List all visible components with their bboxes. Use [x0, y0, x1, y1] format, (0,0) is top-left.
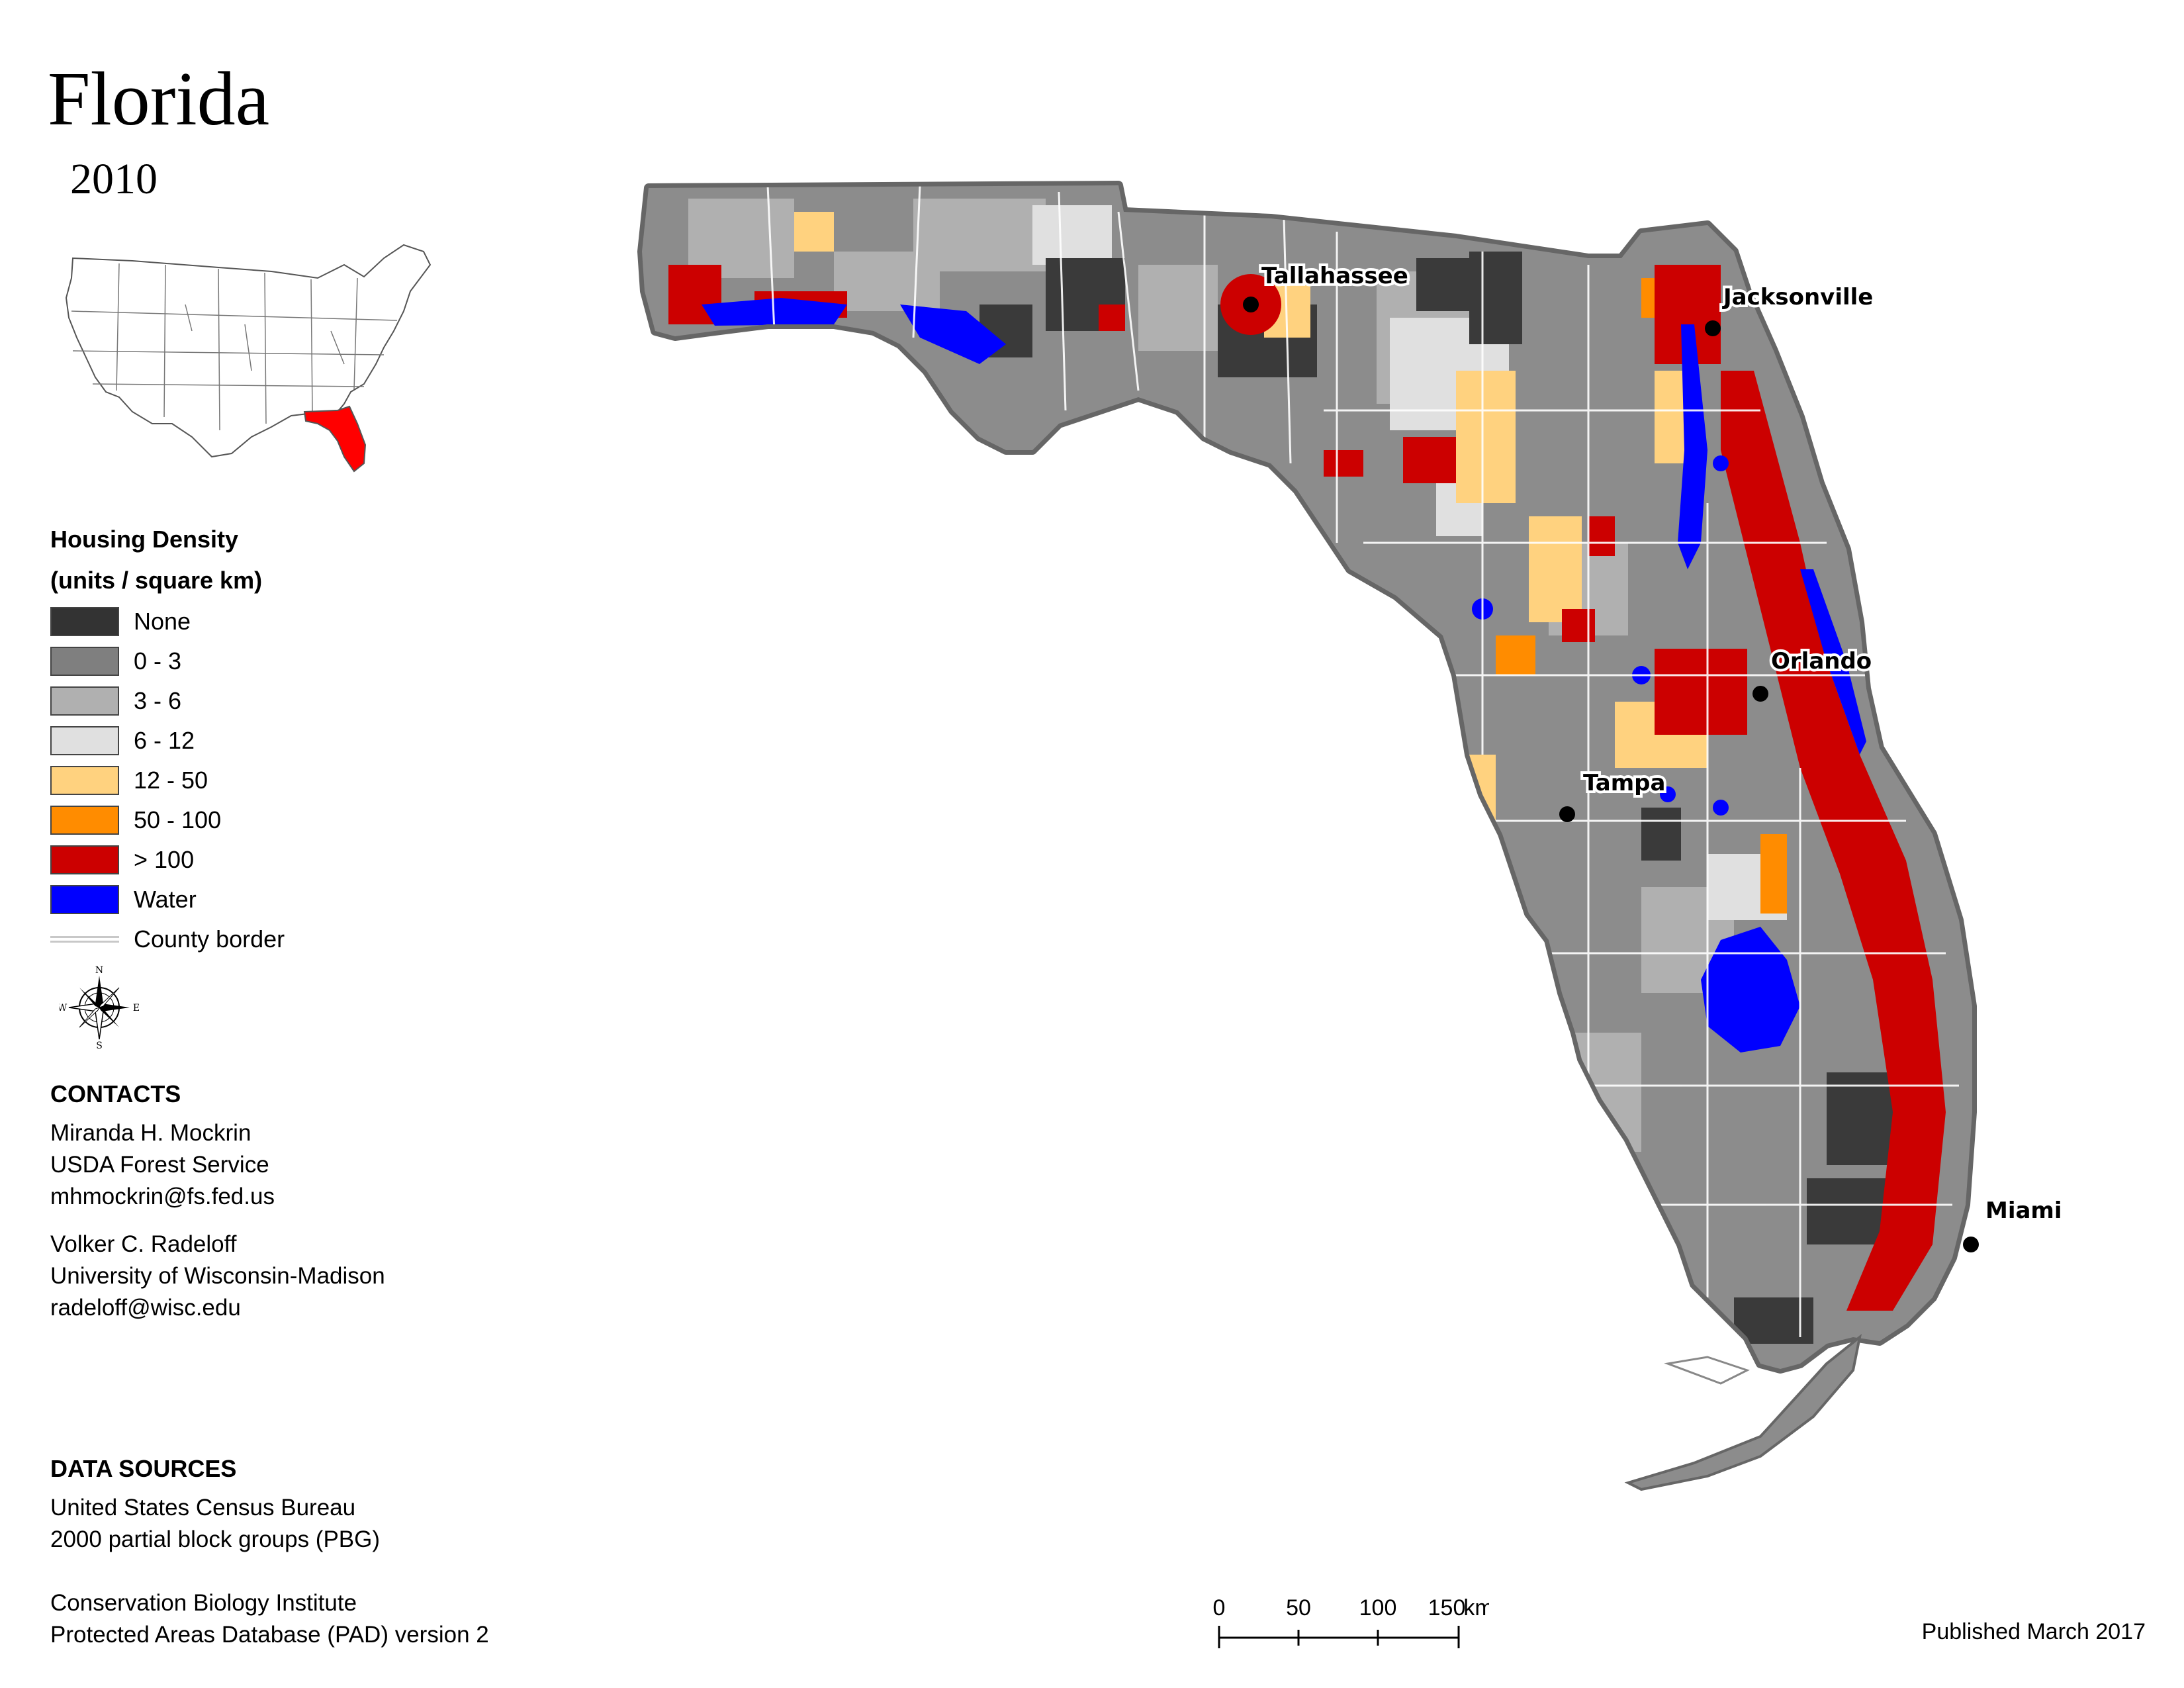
contact-email: mhmockrin@fs.fed.us [50, 1184, 275, 1209]
legend-label: Water [134, 886, 197, 913]
legend-item-50-100: 50 - 100 [50, 805, 221, 835]
compass-s: S [96, 1041, 103, 1049]
legend-label: 12 - 50 [134, 767, 208, 794]
legend-title-line1: Housing Density [50, 526, 239, 553]
compass-n: N [95, 965, 103, 976]
legend-item-6-12: 6 - 12 [50, 726, 195, 756]
legend-swatch [50, 647, 119, 676]
legend-swatch [50, 766, 119, 795]
data-source-line: Conservation Biology Institute [50, 1590, 357, 1616]
city-label: Jacksonville [1722, 284, 1873, 310]
contacts-heading: CONTACTS [50, 1080, 181, 1107]
fl-bay-islands [1664, 1356, 1750, 1385]
contact-person-1: Miranda H. Mockrin USDA Forest Service m… [50, 1117, 275, 1213]
scale-tick-label: 100 [1359, 1595, 1397, 1620]
legend-swatch [50, 686, 119, 716]
compass-e: E [133, 1003, 139, 1013]
legend-swatch [50, 726, 119, 755]
city-marker-orlando: Orlando [1752, 645, 1874, 702]
map-title: Florida [48, 57, 270, 142]
legend-label: None [134, 608, 191, 635]
florida-highlight [303, 405, 367, 473]
data-source-line: United States Census Bureau [50, 1495, 356, 1521]
map-year: 2010 [70, 155, 158, 203]
contact-org: University of Wisconsin-Madison [50, 1263, 385, 1289]
legend-title: Housing Density (units / square km) [50, 519, 262, 601]
legend-swatch [50, 845, 119, 874]
florida-keys [1624, 1334, 1862, 1491]
us-inset-map [65, 244, 432, 473]
compass-rose-icon: N S W E [60, 965, 139, 1049]
legend-item-over-100: > 100 [50, 845, 194, 875]
contact-person-2: Volker C. Radeloff University of Wiscons… [50, 1229, 385, 1324]
compass-w: W [60, 1003, 68, 1013]
city-marker-jacksonville: Jacksonville [1705, 281, 1876, 336]
legend-item-water: Water [50, 884, 197, 915]
county-border-swatch [50, 936, 119, 943]
legend-swatch [50, 806, 119, 835]
city-label: Miami [1985, 1197, 2062, 1224]
florida-housing-density-map: Tallahassee Jacksonville Orlando Tampa M… [637, 181, 2065, 1491]
contact-email: radeloff@wisc.edu [50, 1295, 241, 1321]
scale-bar: 0 50 100 150 km [1213, 1595, 1489, 1648]
scale-tick-label: 50 [1286, 1595, 1311, 1620]
legend-item-3-6: 3 - 6 [50, 686, 181, 716]
data-sources-heading: DATA SOURCES [50, 1455, 237, 1482]
contact-org: USDA Forest Service [50, 1152, 269, 1178]
scale-unit: km [1463, 1595, 1489, 1620]
city-marker-tampa: Tampa [1559, 767, 1668, 822]
legend-label: 3 - 6 [134, 687, 182, 714]
legend-item-0-3: 0 - 3 [50, 646, 181, 677]
legend-swatch [50, 607, 119, 636]
data-source-line: Protected Areas Database (PAD) version 2 [50, 1622, 489, 1648]
legend-label: County border [134, 925, 285, 953]
city-marker-tallahassee: Tallahassee [1243, 260, 1411, 312]
city-marker-miami: Miami [1963, 1195, 2065, 1252]
contact-name: Miranda H. Mockrin [50, 1120, 251, 1146]
city-label: Orlando [1771, 648, 1872, 675]
legend-item-none: None [50, 606, 191, 637]
published-date: Published March 2017 [1921, 1619, 2146, 1644]
city-label: Tallahassee [1261, 263, 1408, 289]
legend-label: 50 - 100 [134, 806, 222, 833]
legend-label: 6 - 12 [134, 727, 195, 754]
data-source-2: Conservation Biology Institute Protected… [50, 1587, 489, 1651]
scale-tick-label: 0 [1213, 1595, 1226, 1620]
legend-swatch [50, 885, 119, 914]
data-source-line: 2000 partial block groups (PBG) [50, 1526, 381, 1552]
legend-item-county-border: County border [50, 924, 285, 955]
legend-item-12-50: 12 - 50 [50, 765, 208, 796]
scale-tick-label: 150 [1428, 1595, 1466, 1620]
city-label: Tampa [1583, 770, 1665, 796]
legend-label: > 100 [134, 846, 195, 873]
contact-name: Volker C. Radeloff [50, 1231, 237, 1257]
legend-title-line2: (units / square km) [50, 567, 263, 594]
data-source-1: United States Census Bureau 2000 partial… [50, 1492, 380, 1556]
legend-label: 0 - 3 [134, 647, 182, 675]
